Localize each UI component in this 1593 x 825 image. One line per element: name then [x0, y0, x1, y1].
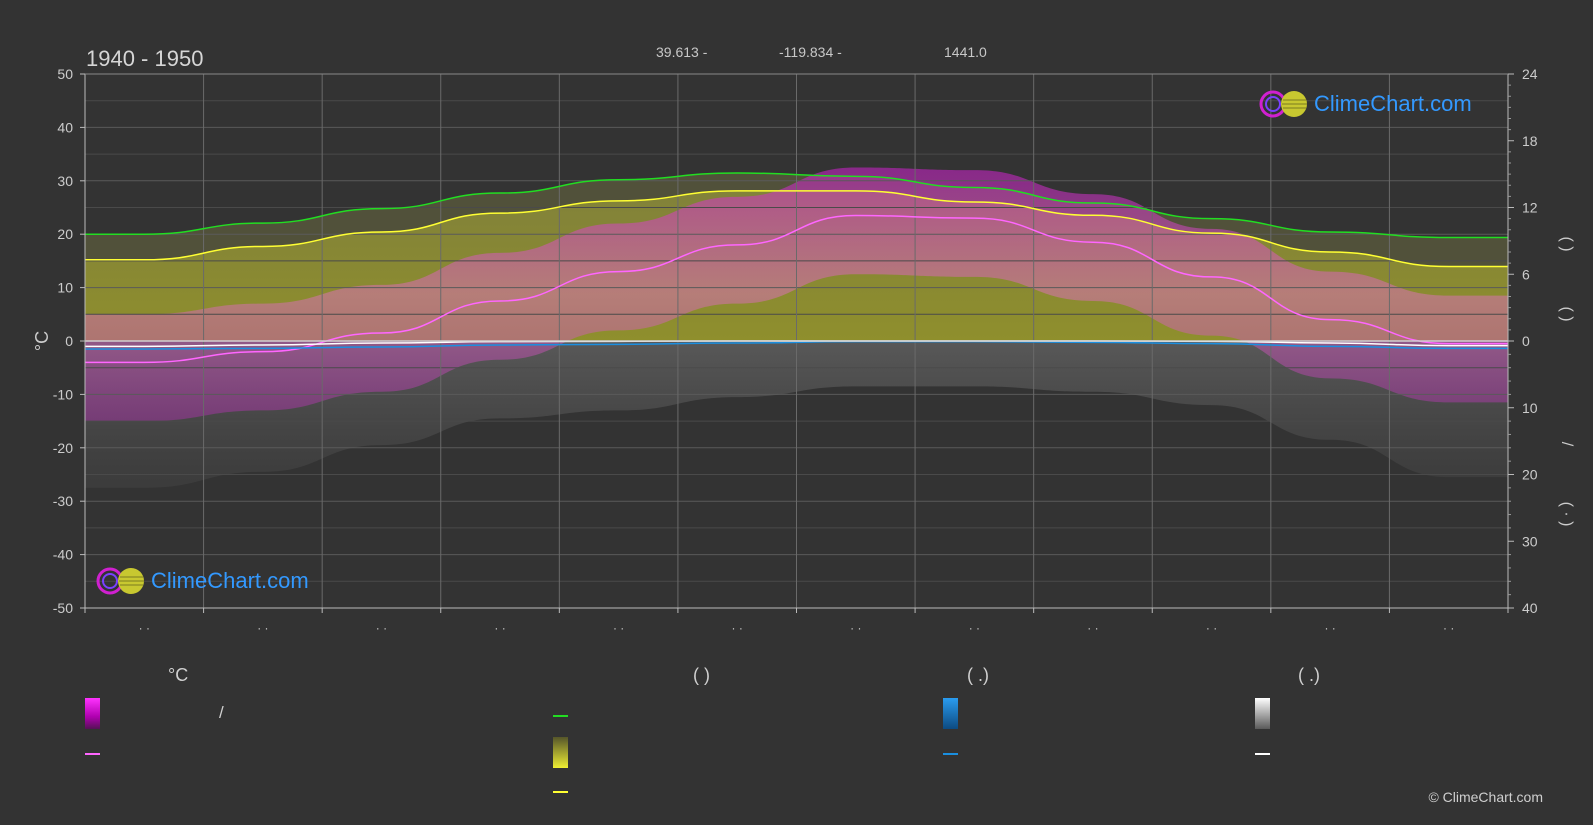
month-tick-label: · · — [850, 621, 861, 635]
left-tick-label: 10 — [57, 280, 73, 296]
copyright[interactable]: © ClimeChart.com — [1428, 789, 1543, 805]
right-axis-label: ( · ) — [1558, 502, 1575, 527]
climechart-logo-icon — [96, 567, 144, 595]
legend-temp-mean-swatch — [85, 753, 100, 755]
legend-snow-mean-swatch — [1255, 753, 1270, 755]
month-tick-label: · · — [1206, 621, 1217, 635]
legend-slash: / — [219, 703, 224, 722]
month-tick-label: · · — [613, 621, 624, 635]
right-tick-label: 10 — [1522, 400, 1538, 416]
legend-daylight-swatch — [553, 715, 568, 717]
legend-rain-title: ( .) — [967, 665, 989, 685]
legend-sun-title: ( ) — [693, 665, 710, 685]
legend-temp-title: °C — [168, 665, 189, 685]
legend-rain-swatch — [943, 698, 958, 729]
left-tick-label: 40 — [57, 119, 73, 135]
logo-text: ClimeChart.com — [151, 568, 309, 593]
elevation-label: 1441.0 — [944, 44, 987, 60]
month-tick-label: · · — [494, 621, 505, 635]
month-tick-label: · · — [257, 621, 268, 635]
month-tick-label: · · — [1324, 621, 1335, 635]
legend-rain-mean-swatch — [943, 753, 958, 755]
right-tick-label: 20 — [1522, 467, 1538, 483]
legend-temp-range-swatch — [85, 698, 100, 729]
latitude-label: 39.613 - — [656, 44, 708, 60]
left-axis-label: °C — [32, 331, 52, 351]
left-tick-label: -30 — [53, 493, 73, 509]
left-tick-label: 30 — [57, 173, 73, 189]
legend-sunshine-swatch — [553, 737, 568, 768]
month-tick-label: · · — [139, 621, 150, 635]
right-axis-label: ( ) — [1558, 306, 1575, 321]
month-tick-label: · · — [1087, 621, 1098, 635]
sunshine-line — [85, 190, 1508, 268]
left-tick-label: -40 — [53, 547, 73, 563]
left-tick-label: -10 — [53, 386, 73, 402]
right-tick-label: 6 — [1522, 266, 1530, 282]
left-tick-label: 20 — [57, 226, 73, 242]
right-axis-label: ( ) — [1558, 236, 1575, 251]
climate-chart: 50 40 30 20 10 0 -10 -20 -30 -40 -50 °C 24 18 12 6 0 10 20… — [32, 66, 1575, 635]
left-tick-label: 50 — [57, 66, 73, 82]
right-tick-label: 30 — [1522, 533, 1538, 549]
left-tick-label: 0 — [65, 333, 73, 349]
month-tick-label: · · — [1443, 621, 1454, 635]
right-tick-label: 24 — [1522, 66, 1538, 82]
legend-snow-title: ( .) — [1298, 665, 1320, 685]
month-tick-label: · · — [969, 621, 980, 635]
right-tick-label: 18 — [1522, 133, 1538, 149]
climechart-logo-icon — [1259, 90, 1307, 118]
rain-line — [85, 340, 1508, 350]
right-axis-label: / — [1558, 442, 1575, 447]
daylight-line — [85, 172, 1508, 239]
logo-text: ClimeChart.com — [1314, 91, 1472, 116]
legend-snow-swatch — [1255, 698, 1270, 729]
month-tick-label: · · — [732, 621, 743, 635]
right-tick-label: 0 — [1522, 333, 1530, 349]
right-tick-label: 12 — [1522, 200, 1538, 216]
month-tick-label: · · — [376, 621, 387, 635]
legend-sunshine-mean-swatch — [553, 791, 568, 793]
longitude-label: -119.834 - — [779, 44, 842, 60]
left-tick-label: -50 — [53, 600, 73, 616]
left-tick-label: -20 — [53, 440, 73, 456]
period-title: 1940 - 1950 — [86, 46, 204, 71]
right-tick-label: 40 — [1522, 600, 1538, 616]
